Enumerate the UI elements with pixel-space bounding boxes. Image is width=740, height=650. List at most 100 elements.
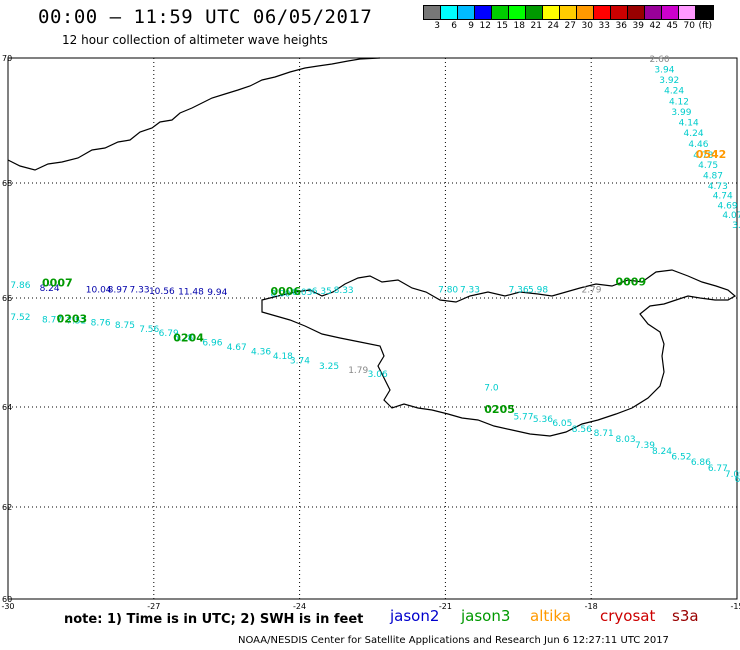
wave-height-label: 4.24 [664, 87, 684, 97]
wave-height-label: 4.18 [273, 352, 293, 362]
legend-swatch [424, 6, 441, 19]
legend-label: 45 [666, 21, 678, 31]
wave-height-label: 8.24 [652, 447, 672, 457]
legend-label: (ft) [698, 21, 712, 31]
wave-height-label: 7.33 [460, 285, 480, 295]
time-label: 0205 [484, 403, 515, 416]
legend-swatch [526, 6, 543, 19]
wave-height-label: 6.79 [159, 329, 179, 339]
wave-height-label: 8.24 [40, 284, 60, 294]
legend-label: 12 [479, 21, 491, 31]
satellite-cryosat: cryosat [600, 607, 656, 625]
legend-swatch [645, 6, 662, 19]
lon-label: -24 [293, 602, 306, 611]
wave-height-label: 3.92 [659, 76, 679, 86]
time-label: 0009 [616, 275, 647, 288]
legend-swatch [628, 6, 645, 19]
wave-height-label: 11.48 [178, 288, 204, 298]
wave-height-label: 4.07 [722, 211, 740, 221]
legend-label: 6 [451, 21, 457, 31]
wave-height-label: 8.33 [334, 286, 354, 296]
legend-swatch [611, 6, 628, 19]
wave-height-label: 4.12 [669, 97, 689, 107]
wave-height-label: 8.56 [572, 425, 592, 435]
wave-height-label: 7.56 [139, 325, 159, 335]
lat-label: 66 [2, 294, 12, 303]
legend-label: 42 [649, 21, 661, 31]
lon-label: -15 [730, 602, 740, 611]
wave-height-label: 6.28 [173, 334, 193, 344]
wave-height-legend: 3 6 9 12 15 18 21 24 27 30 33 36 39 42 45 70 (ft) [423, 5, 714, 31]
wave-height-label: 9.94 [207, 288, 227, 298]
wave-height-label: 3.74 [290, 356, 310, 366]
wave-height-label: 5.98 [528, 285, 548, 295]
wave-height-label: 2.60 [650, 55, 670, 65]
lat-label: 64 [2, 403, 12, 412]
wave-height-label: 7.0 [484, 384, 499, 394]
wave-height-label: 4.36 [251, 348, 271, 358]
wave-height-label: 4.74 [713, 192, 733, 202]
wave-height-label: 1.79 [348, 366, 368, 376]
legend-swatch [594, 6, 611, 19]
wave-height-label: 8.97 [108, 285, 128, 295]
wave-height-label: 6.05 [552, 419, 572, 429]
coastline [7, 57, 737, 437]
wave-height-label: 3. [732, 221, 740, 231]
legend-swatch [543, 6, 560, 19]
greenland-coast [7, 57, 381, 171]
wave-height-label: 10.56 [149, 287, 175, 297]
legend-swatch [560, 6, 577, 19]
wave-height-label: 4.75 [698, 161, 718, 171]
wave-height-label: 8.75 [115, 321, 135, 331]
wave-height-label: 7.52 [10, 313, 30, 323]
legend-label: 24 [547, 21, 559, 31]
wave-height-label: 8.03 [616, 435, 636, 445]
wave-height-label: 7.52 [66, 317, 86, 327]
satellite-tracks: 2.603.943.924.244.123.994.144.244.464.78… [10, 55, 740, 485]
wave-height-label: 8.00 [270, 289, 290, 299]
time-label: 0007 [42, 277, 73, 290]
lon-label: -18 [585, 602, 598, 611]
wave-height-label: 4.73 [708, 182, 728, 192]
legend-label: 3 [434, 21, 440, 31]
wave-height-label: 8.03 [292, 288, 312, 298]
wave-height-label: 7.33 [130, 285, 150, 295]
map-subtitle: 12 hour collection of altimeter wave hei… [62, 33, 328, 47]
iceland-coast [261, 269, 737, 437]
wave-height-label: 7.86 [10, 281, 30, 291]
lon-label: -27 [147, 602, 160, 611]
satellite-jason2: jason2 [390, 607, 440, 625]
legend-label: 36 [615, 21, 627, 31]
legend-label: 30 [581, 21, 593, 31]
legend-swatch [475, 6, 492, 19]
wave-height-label: 4.78 [693, 151, 713, 161]
wave-height-label: 5.36 [533, 415, 553, 425]
wave-height-label: 10.04 [86, 285, 112, 295]
wave-height-label: 4.24 [684, 129, 704, 139]
legend-swatch [458, 6, 475, 19]
legend-swatch [509, 6, 526, 19]
wave-height-label: 3.99 [671, 108, 691, 118]
wave-height-label: 4.69 [718, 201, 738, 211]
wave-height-label: 7.80 [438, 285, 458, 295]
legend-label: 70 [683, 21, 695, 31]
legend-labels: 3 6 9 12 15 18 21 24 27 30 33 36 39 42 45 70 (ft) [423, 21, 714, 31]
lat-label: 60 [2, 595, 12, 604]
legend-label: 15 [496, 21, 508, 31]
wave-height-label: 6.52 [671, 453, 691, 463]
satellite-altika: altika [530, 607, 572, 625]
wave-height-label: 8.71 [594, 429, 614, 439]
map-note: note: 1) Time is in UTC; 2) SWH is in fe… [64, 612, 364, 627]
wave-height-label: 3.94 [654, 65, 674, 75]
wave-height-label: 6.77 [708, 464, 728, 474]
legend-color-scale [423, 5, 714, 20]
wave-height-label: 5.77 [513, 413, 533, 423]
legend-swatch [679, 6, 696, 19]
wave-height-label: 7.39 [635, 441, 655, 451]
wave-height-label: 3.25 [319, 362, 339, 372]
map-title: 00:00 — 11:59 UTC 06/05/2017 [38, 6, 373, 28]
satellite-s3a: s3a [672, 607, 699, 625]
time-label: 0203 [57, 313, 88, 326]
lon-label: -21 [439, 602, 452, 611]
